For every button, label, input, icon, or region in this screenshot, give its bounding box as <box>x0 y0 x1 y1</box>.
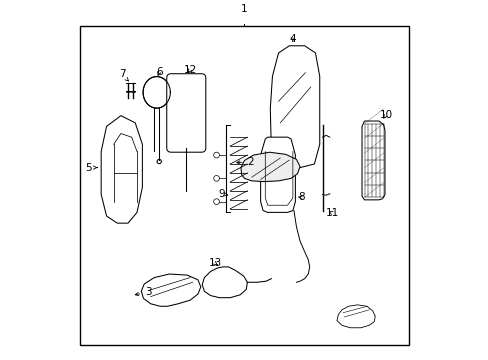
Bar <box>80 26 408 345</box>
Text: 6: 6 <box>156 67 162 77</box>
Text: 11: 11 <box>325 208 338 218</box>
Text: 2: 2 <box>236 157 254 167</box>
Text: 13: 13 <box>208 258 221 268</box>
Text: 5: 5 <box>85 163 97 172</box>
Circle shape <box>213 175 219 181</box>
Text: 12: 12 <box>183 65 196 75</box>
Polygon shape <box>361 121 384 200</box>
Text: 9: 9 <box>218 189 227 199</box>
Polygon shape <box>260 137 295 212</box>
Polygon shape <box>241 152 300 181</box>
Circle shape <box>213 199 219 204</box>
Circle shape <box>213 152 219 158</box>
Polygon shape <box>143 77 170 108</box>
Polygon shape <box>141 274 201 306</box>
Polygon shape <box>202 267 247 298</box>
Text: 8: 8 <box>297 192 304 202</box>
Polygon shape <box>336 305 374 328</box>
Text: 3: 3 <box>135 287 151 297</box>
Text: 7: 7 <box>119 69 128 81</box>
Text: 10: 10 <box>379 110 392 120</box>
Polygon shape <box>101 116 142 223</box>
FancyBboxPatch shape <box>166 74 205 152</box>
Polygon shape <box>270 46 319 168</box>
Text: 4: 4 <box>289 33 296 44</box>
Circle shape <box>157 159 161 164</box>
Text: 1: 1 <box>241 4 247 14</box>
